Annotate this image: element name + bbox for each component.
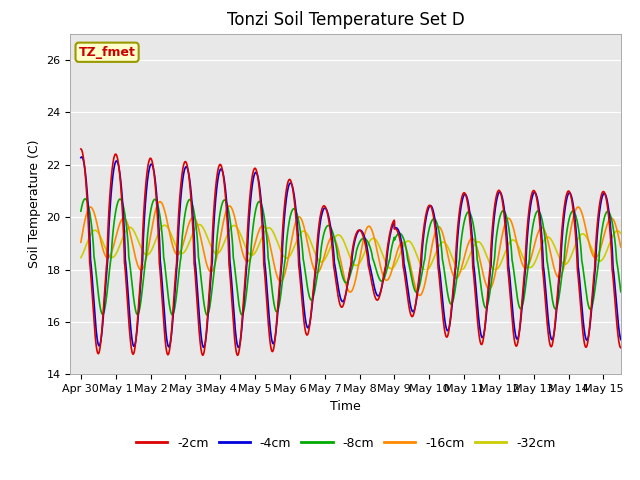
- Y-axis label: Soil Temperature (C): Soil Temperature (C): [28, 140, 41, 268]
- Text: TZ_fmet: TZ_fmet: [79, 46, 136, 59]
- X-axis label: Time: Time: [330, 400, 361, 413]
- Legend: -2cm, -4cm, -8cm, -16cm, -32cm: -2cm, -4cm, -8cm, -16cm, -32cm: [131, 432, 561, 455]
- Title: Tonzi Soil Temperature Set D: Tonzi Soil Temperature Set D: [227, 11, 465, 29]
